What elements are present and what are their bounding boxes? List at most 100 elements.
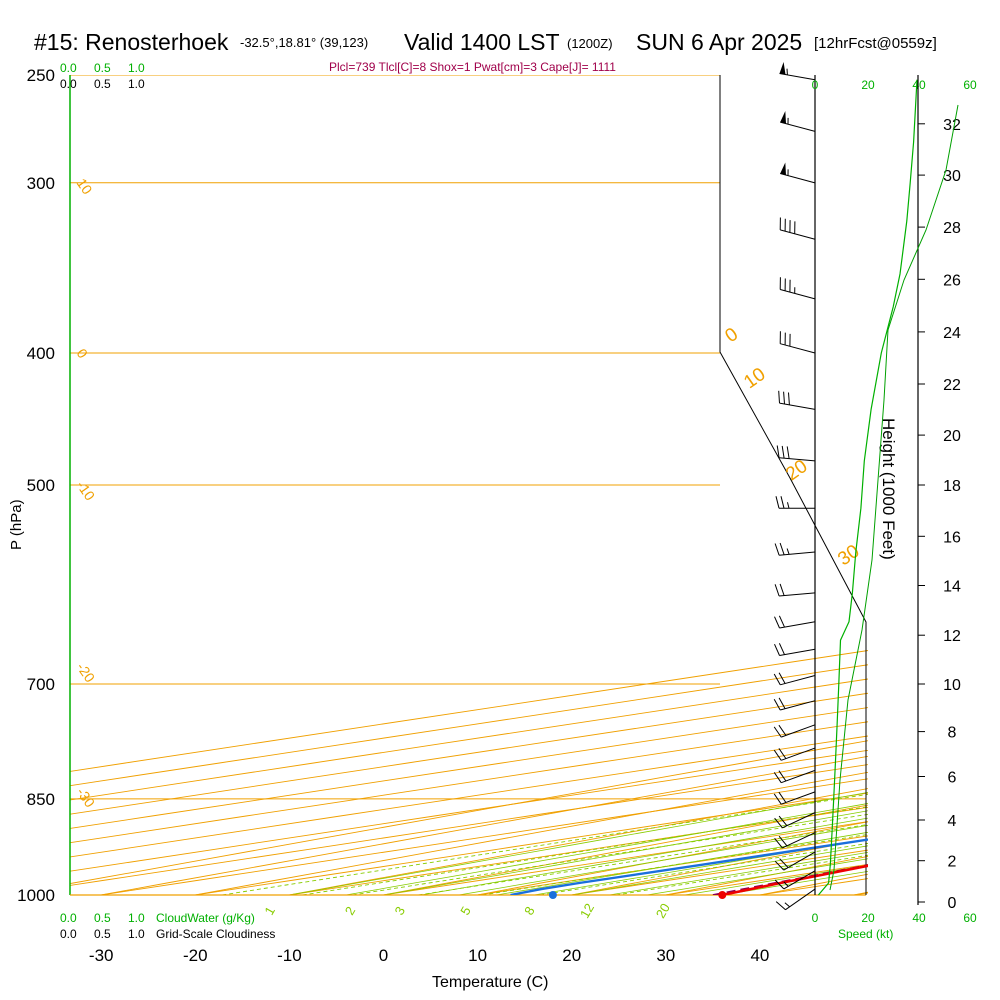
dry-adiabat-line [101,755,868,895]
valid-time: Valid 1400 LST [404,29,560,55]
wind-barb [774,832,816,849]
height-tick-label: 0 [948,895,957,912]
speed-tick-bottom: 60 [963,911,977,925]
height-tick-label: 4 [948,813,957,830]
height-axis-title: Height (1000 Feet) [879,418,898,560]
height-tick-label: 12 [943,628,961,645]
wind-barb [773,724,816,738]
wind-barb [780,111,816,132]
cloudiness-scale-bottom-2: 1.0 [128,927,145,941]
cloudiness-scale-bottom-1: 0.5 [94,927,111,941]
wind-barb [773,791,816,805]
sounding-profiles [510,838,868,895]
cloudwater-scale-bottom-2: 1.0 [128,911,145,925]
height-tick-label: 28 [943,220,961,237]
temperature-tick-label: -30 [89,946,114,965]
cloudwater-label: CloudWater (g/Kg) [156,911,255,925]
dry-adiabat-line [571,838,868,895]
temperature-tick-label: 10 [468,946,487,965]
surface-temperature-marker [718,891,727,899]
wind-barb [774,583,816,597]
isotherm-line [70,735,868,858]
speed-tick-top: 20 [861,78,875,92]
pressure-tick-label: 500 [27,476,55,495]
cloudiness-scale-top-0: 0.0 [60,77,77,91]
plot-frame [69,75,867,896]
wind-barb [774,851,816,871]
wind-barb [774,615,816,629]
dry-adiabat-line [477,821,868,895]
speed-tick-top: 60 [963,78,977,92]
moist-adiabat-line [289,791,868,895]
temperature-tick-label: 0 [379,946,388,965]
wind-barb [779,331,816,354]
cloudiness-scale-top-2: 1.0 [128,77,145,91]
wind-barb [773,697,816,711]
height-tick-label: 14 [943,579,961,596]
height-tick-label: 26 [943,272,961,289]
dry-adiabat-line [289,788,868,895]
cloudiness-label: Grid-Scale Cloudiness [156,927,275,941]
height-tick-label: 10 [943,677,961,694]
speed-tick-bottom: 0 [812,911,819,925]
pressure-tick-label: 300 [27,174,55,193]
isotherm-line [70,764,868,886]
isotherm-line [70,749,868,872]
height-tick-label: 32 [943,117,961,134]
mixing-ratio-label: 1 [261,904,278,918]
isotherm-label: 30 [834,541,863,570]
dry-adiabat-label: -20 [74,659,99,685]
height-tick-label: 18 [943,478,961,495]
isotherm-line [853,892,868,895]
height-tick-label: 22 [943,377,961,394]
temperature-tick-label: -10 [277,946,302,965]
cloudwater-scale-top-2: 1.0 [128,61,145,75]
pressure-tick-label: 850 [27,790,55,809]
wind-barb [773,769,816,784]
height-tick-label: 24 [943,325,961,342]
height-tick-label: 20 [943,428,961,445]
pressure-tick-label: 400 [27,344,55,363]
valid-date: SUN 6 Apr 2025 [636,29,802,55]
y-axis-title: P (hPa) [8,499,25,550]
dry-adiabat-label: -10 [74,478,99,504]
wind-barb [780,162,816,184]
temperature-tick-label: 30 [656,946,675,965]
isotherm-line [70,721,868,844]
surface-dewpoint-marker [548,891,557,899]
dry-adiabat-line [195,771,868,895]
temperature-tick-label: 20 [562,946,581,965]
wind-barb [779,277,816,300]
wind-barb [778,390,816,410]
isotherm-label: 0 [721,324,742,347]
mixing-ratio-label: 5 [457,904,474,918]
isotherm-line [70,707,868,829]
cloudwater-scale-bottom-0: 0.0 [60,911,77,925]
dry-adiabat-line [853,891,868,895]
mixing-ratio-line [352,813,868,895]
cloudwater-scale-top-1: 0.5 [94,61,111,75]
dry-adiabat-label: 0 [74,346,92,362]
wind-speed-line [817,79,918,896]
cloudwater-scale-top-0: 0.0 [60,61,77,75]
mixing-ratio-label: 3 [391,904,408,918]
wind-barb [774,542,816,556]
station-title: #15: Renosterhoek [34,29,229,55]
dry-adiabat-line [70,740,868,885]
height-tick-label: 2 [948,854,957,871]
wind-barb [779,62,816,81]
moist-adiabat-line [345,803,868,895]
cloudwater-scale-bottom-1: 0.5 [94,911,111,925]
station-coords: -32.5°,18.81° (39,123) [240,35,368,50]
mixing-ratio-label: 20 [653,901,673,921]
height-profile-line [829,104,959,891]
wind-barb [773,672,816,686]
isotherm-label: 10 [740,364,769,393]
height-tick-label: 8 [948,725,957,742]
cloudiness-scale-top-1: 0.5 [94,77,111,91]
isotherm-line [101,778,868,895]
speed-tick-top: 0 [812,78,819,92]
